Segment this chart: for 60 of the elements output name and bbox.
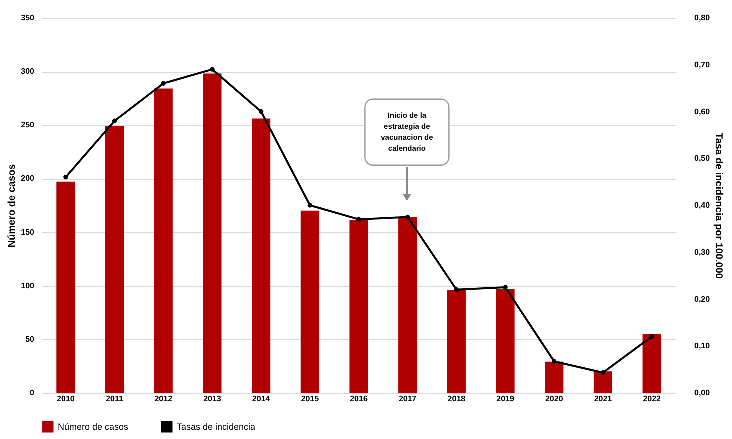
y-tick-label: 350	[21, 14, 36, 22]
bar	[154, 88, 173, 393]
y-tick-label: 0	[30, 388, 36, 398]
bar	[350, 220, 368, 393]
y-tick-label: 50	[26, 334, 36, 344]
x-tick-label: 2020	[545, 394, 564, 404]
x-tick-label: 2015	[301, 394, 320, 404]
x-tick-label: 2014	[252, 394, 271, 404]
y2-tick-label: 0,20	[694, 294, 711, 304]
point	[600, 370, 606, 376]
x-tick-label: 2021	[594, 394, 613, 404]
y2-tick-label: 0,10	[694, 342, 711, 351]
legend-label: Tasas de incidencia	[177, 422, 256, 432]
x-tick-label: 2022	[643, 394, 662, 404]
point	[308, 203, 312, 208]
y2-tick-label: 0,00	[694, 388, 711, 398]
bar	[300, 210, 320, 393]
y-tick-label: 200	[21, 174, 36, 184]
x-tick-label: 2017	[398, 394, 418, 404]
point	[650, 334, 654, 340]
point	[64, 175, 68, 180]
point	[210, 67, 215, 72]
point	[258, 109, 264, 114]
point	[454, 288, 460, 292]
y2-tick-label: 0,50	[694, 154, 711, 164]
y-tick-label: 100	[21, 281, 36, 290]
x-tick-label: 2019	[496, 394, 515, 404]
bar	[496, 289, 515, 393]
x-tick-label: 2013	[204, 394, 222, 404]
bar	[594, 372, 612, 393]
bar	[447, 290, 466, 393]
legend-label: Número de casos	[58, 422, 130, 432]
y2-tick-label: 0,30	[694, 248, 711, 257]
y2-tick-label: 0,70	[694, 60, 711, 70]
point	[406, 214, 410, 220]
y2-tick-label: 0,80	[694, 14, 711, 22]
y-axis-title: Número de casos	[7, 164, 18, 248]
bar	[642, 334, 662, 393]
point	[161, 81, 166, 86]
x-tick-label: 2011	[106, 394, 124, 404]
bar	[203, 74, 222, 393]
y-tick-label: 300	[21, 67, 36, 76]
x-tick-label: 2010	[57, 394, 76, 404]
point	[112, 118, 118, 124]
bar	[56, 182, 76, 393]
bar	[398, 217, 418, 393]
y-tick-label: 250	[21, 120, 36, 130]
point	[552, 359, 557, 364]
y2-tick-label: 0,40	[694, 201, 711, 210]
y-tick-label: 150	[21, 228, 36, 237]
point	[503, 285, 508, 290]
y2-tick-label: 0,60	[694, 107, 711, 116]
x-tick-label: 2018	[448, 394, 466, 404]
bar	[545, 362, 564, 393]
bar	[252, 118, 271, 393]
bar	[106, 126, 124, 393]
x-tick-label: 2012	[154, 394, 174, 404]
point	[356, 217, 362, 222]
y2-axis-title: Tasa de incidencia por 100.000	[713, 133, 724, 280]
x-tick-label: 2016	[350, 394, 368, 404]
